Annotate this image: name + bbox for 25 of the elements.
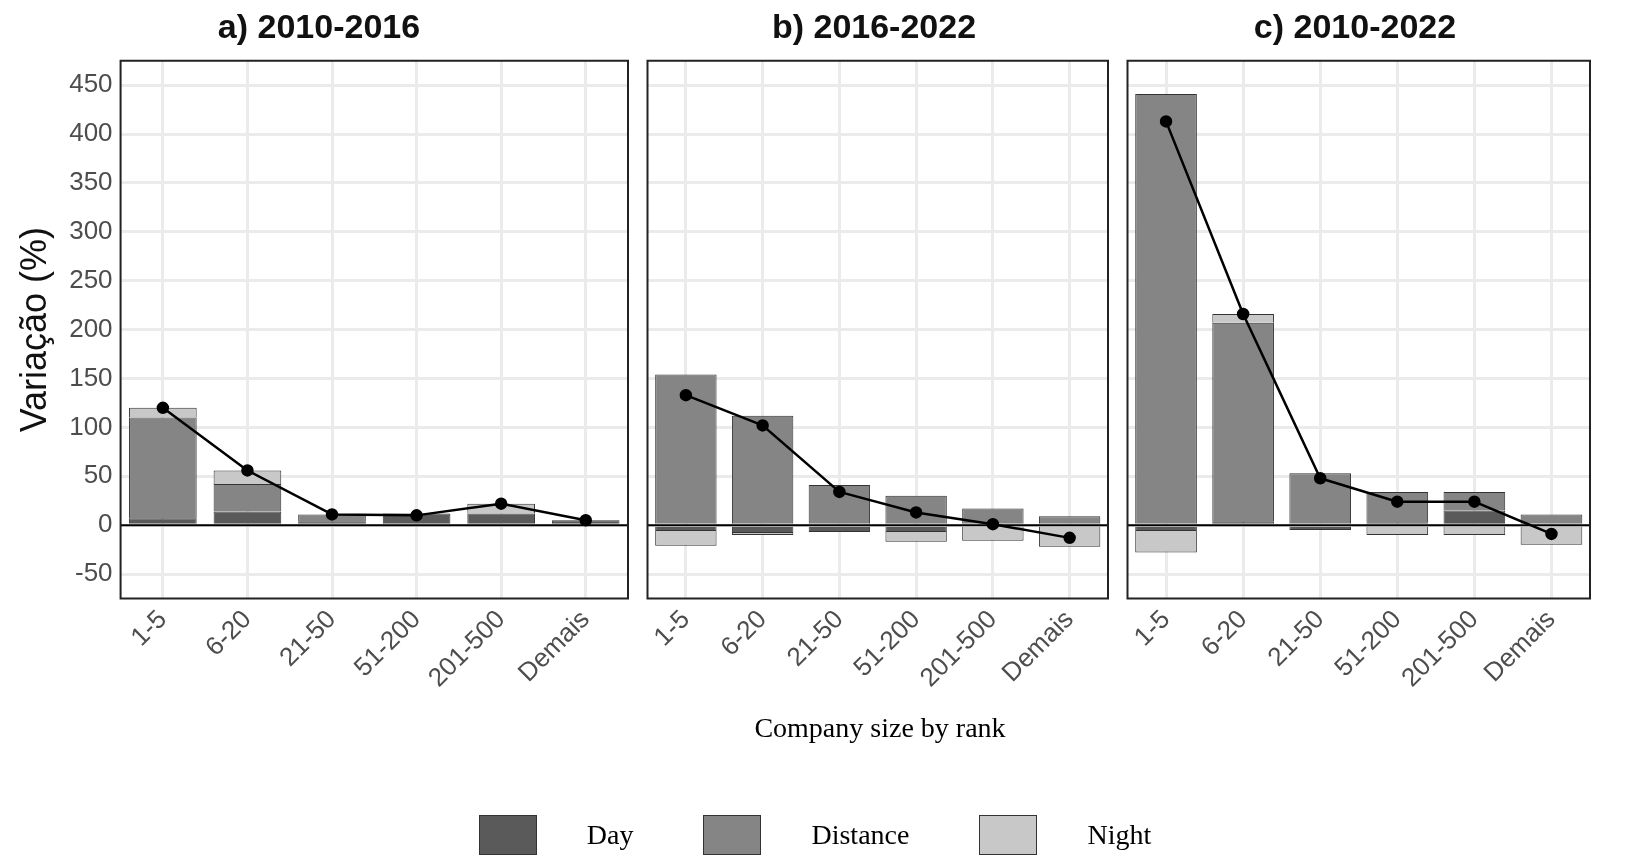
- legend-label: Night: [1087, 819, 1152, 851]
- x-tick-label: 6-20: [198, 603, 257, 662]
- y-tick-label: 250: [69, 263, 113, 294]
- x-tick-label: 1-5: [1127, 603, 1176, 652]
- y-tick-label: 450: [69, 68, 113, 99]
- y-tick-label: 350: [69, 166, 113, 197]
- y-tick-label: 50: [83, 459, 113, 490]
- y-tick-label: 400: [69, 117, 113, 148]
- y-tick-label: -50: [75, 557, 113, 588]
- y-tick-label: 150: [69, 361, 113, 392]
- x-tick-label: 6-20: [1194, 603, 1253, 662]
- y-tick-label: 200: [69, 312, 113, 343]
- y-tick-label: 300: [69, 215, 113, 246]
- y-tick-label: 100: [69, 410, 113, 441]
- chart-title: b) 2016-2022: [771, 6, 977, 45]
- y-tick-label: 0: [98, 508, 113, 539]
- y-axis-title: Variação (%): [12, 226, 54, 433]
- legend-label: Distance: [811, 819, 910, 851]
- legend-label: Day: [586, 819, 634, 851]
- chart-title: a) 2010-2016: [217, 6, 421, 45]
- x-tick-label: 1-5: [124, 603, 173, 652]
- x-tick-label: 6-20: [713, 603, 772, 662]
- x-axis-title: Company size by rank: [753, 712, 1007, 744]
- chart-title: c) 2010-2022: [1253, 6, 1457, 45]
- x-tick-label: 1-5: [647, 603, 696, 652]
